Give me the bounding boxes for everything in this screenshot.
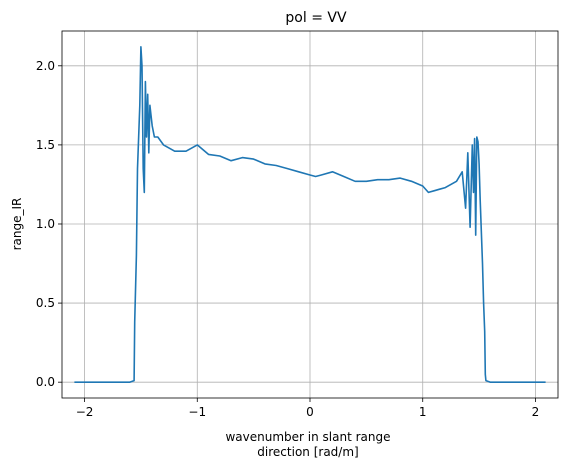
- y-axis-ticks: 0.0 0.5 1.0 1.5 2.0: [36, 59, 62, 389]
- series-line-0: [74, 45, 546, 384]
- y-tick-label: 1.0: [36, 217, 55, 231]
- y-tick-label: 0.0: [36, 375, 55, 389]
- y-axis-label: range_IR: [10, 198, 24, 251]
- y-tick-label: 0.5: [36, 296, 55, 310]
- x-tick-label: −2: [76, 405, 94, 419]
- plot-area: [74, 45, 546, 384]
- x-tick-label: 1: [419, 405, 427, 419]
- x-tick-label: −1: [188, 405, 206, 419]
- x-axis-ticks: −2 −1 0 1 2: [76, 398, 540, 419]
- x-axis-label-line1: wavenumber in slant range: [225, 430, 390, 444]
- x-axis-label-line2: direction [rad/m]: [257, 445, 358, 459]
- x-tick-label: 0: [306, 405, 314, 419]
- x-tick-label: 2: [532, 405, 540, 419]
- chart-title: pol = VV: [285, 10, 347, 26]
- y-tick-label: 2.0: [36, 59, 55, 73]
- y-tick-label: 1.5: [36, 138, 55, 152]
